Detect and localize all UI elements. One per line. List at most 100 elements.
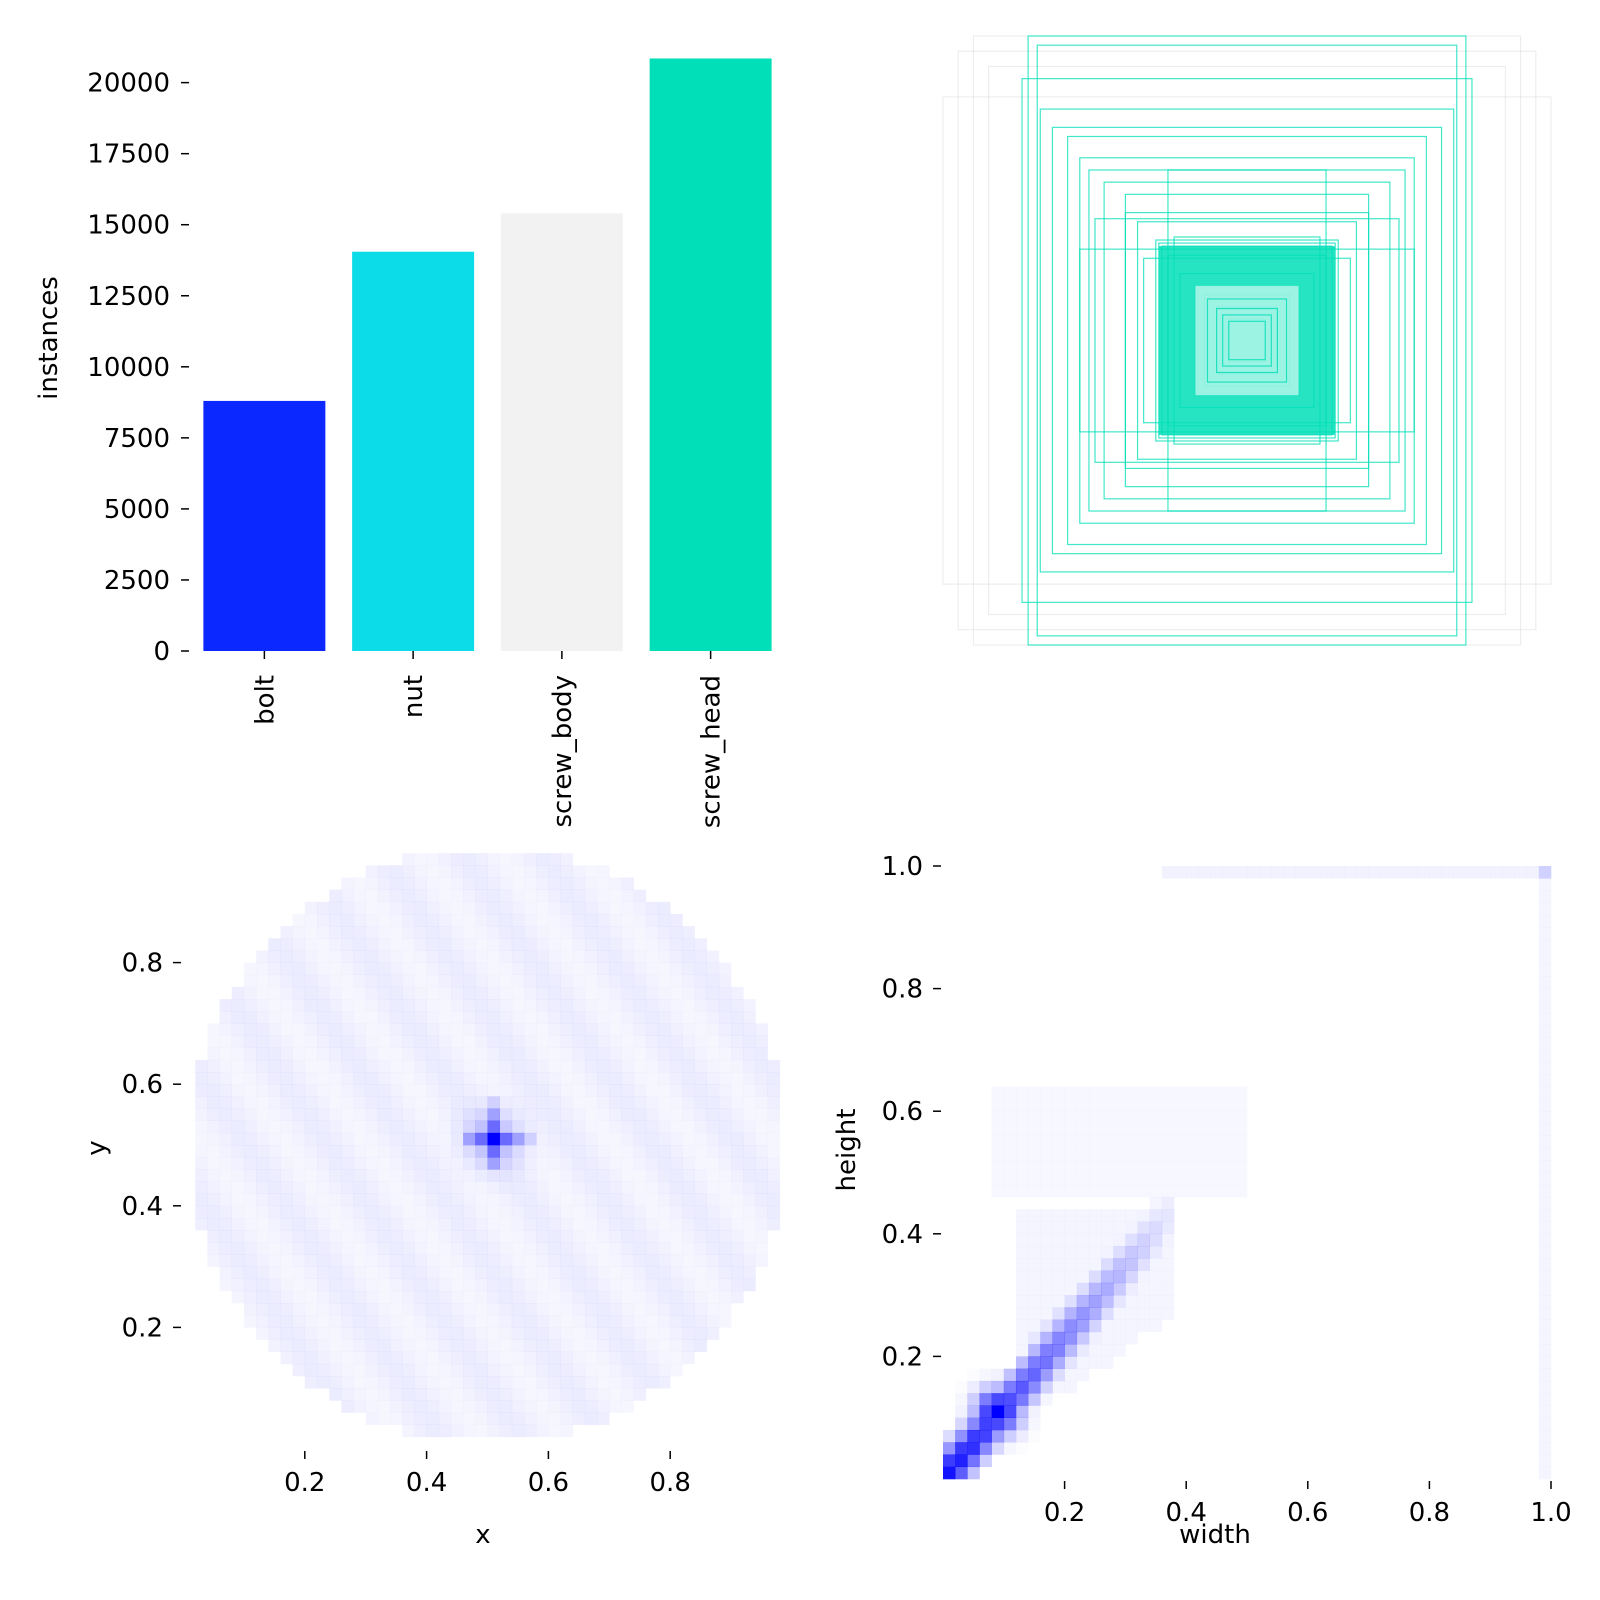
heatmap-cell bbox=[463, 1217, 476, 1231]
heatmap-cell bbox=[1101, 1148, 1113, 1161]
heatmap-cell bbox=[1137, 1319, 1151, 1333]
heatmap-cell bbox=[353, 901, 366, 915]
heatmap-cell bbox=[402, 1242, 415, 1255]
heatmap-cell bbox=[511, 1424, 525, 1438]
heatmap-cell bbox=[438, 986, 452, 1000]
heatmap-cell bbox=[1064, 1356, 1078, 1369]
heatmap-cell bbox=[1077, 1173, 1089, 1186]
heatmap-cell bbox=[341, 1205, 354, 1219]
heatmap-cell bbox=[548, 1278, 561, 1292]
label-box bbox=[1215, 307, 1278, 374]
heatmap-cell bbox=[377, 1132, 391, 1146]
heatmap-cell bbox=[992, 1099, 1004, 1112]
heatmap-cell bbox=[487, 1303, 500, 1316]
heatmap-cell bbox=[1052, 1270, 1065, 1284]
heatmap-cell bbox=[426, 1339, 440, 1353]
heatmap-cell bbox=[633, 986, 647, 1000]
heatmap-cell bbox=[584, 1120, 598, 1134]
heatmap-cell bbox=[305, 1291, 317, 1303]
heatmap-cell bbox=[293, 1291, 305, 1303]
heatmap-cell bbox=[219, 1059, 233, 1073]
heatmap-cell bbox=[195, 1059, 208, 1073]
heatmap-cell bbox=[682, 1084, 695, 1097]
heatmap-cell bbox=[1077, 1123, 1089, 1136]
heatmap-cell bbox=[1040, 1319, 1053, 1333]
heatmap-cell bbox=[992, 1173, 1004, 1186]
heatmap-cell bbox=[463, 1193, 476, 1207]
heatmap-cell bbox=[304, 1096, 318, 1109]
heatmap-cell bbox=[231, 1242, 245, 1255]
heatmap-cell bbox=[353, 986, 366, 1000]
heatmap-cell bbox=[731, 1206, 743, 1218]
heatmap-cell bbox=[341, 1035, 354, 1049]
heatmap-cell bbox=[621, 1230, 634, 1243]
heatmap-cell bbox=[232, 1181, 244, 1193]
heatmap-cell bbox=[584, 1266, 598, 1280]
heatmap-cell bbox=[1538, 1307, 1552, 1320]
heatmap-cell bbox=[499, 1047, 513, 1061]
heatmap-cell bbox=[329, 950, 342, 963]
heatmap-cell bbox=[1015, 1319, 1029, 1333]
heatmap-cell bbox=[353, 913, 366, 927]
heatmap-cell bbox=[584, 1193, 598, 1207]
heatmap-cell bbox=[450, 962, 464, 976]
heatmap-cell bbox=[597, 913, 610, 927]
heatmap-cell bbox=[670, 987, 682, 999]
heatmap-cell bbox=[402, 865, 415, 878]
heatmap-cell bbox=[609, 974, 622, 988]
heatmap-cell bbox=[365, 1047, 379, 1061]
heatmap-cell bbox=[524, 1242, 537, 1255]
heatmap-cell bbox=[511, 1400, 525, 1413]
heatmap-cell bbox=[658, 1315, 671, 1328]
heatmap-cell bbox=[341, 1109, 353, 1121]
heatmap-cell bbox=[377, 1181, 391, 1194]
heatmap-cell bbox=[1040, 1221, 1053, 1235]
heatmap-cell bbox=[1186, 1185, 1198, 1198]
heatmap-cell bbox=[1125, 1307, 1138, 1320]
heatmap-cell bbox=[511, 913, 525, 927]
heatmap-cell bbox=[463, 1084, 476, 1097]
heatmap-cell bbox=[207, 1205, 220, 1219]
heatmap-cell bbox=[1538, 1258, 1552, 1271]
heatmap-cell bbox=[584, 1278, 598, 1292]
x-axis-label: x bbox=[475, 1520, 490, 1550]
heatmap-cell bbox=[207, 1047, 220, 1061]
heatmap-cell bbox=[560, 1169, 574, 1182]
heatmap-cell bbox=[1538, 1184, 1552, 1198]
heatmap-cell bbox=[1198, 1185, 1210, 1198]
heatmap-cell bbox=[1016, 1442, 1028, 1455]
heatmap-cell bbox=[621, 1303, 634, 1316]
heatmap-cell bbox=[743, 1157, 756, 1170]
heatmap-cell bbox=[377, 865, 391, 878]
heatmap-cell bbox=[755, 1035, 768, 1049]
heatmap-cell bbox=[511, 1412, 525, 1425]
label-box-cluster-inner bbox=[1195, 285, 1299, 396]
heatmap-cell bbox=[633, 1108, 647, 1121]
heatmap-cell bbox=[560, 1157, 574, 1170]
heatmap-cell bbox=[390, 986, 403, 1000]
heatmap-cell bbox=[658, 938, 671, 951]
heatmap-cell bbox=[256, 1011, 269, 1024]
heatmap-cell bbox=[536, 1291, 548, 1303]
heatmap-cell bbox=[390, 1108, 403, 1121]
heatmap-cell bbox=[1113, 1270, 1126, 1284]
heatmap-cell bbox=[584, 889, 598, 903]
heatmap-cell bbox=[487, 1278, 500, 1292]
heatmap-cell bbox=[548, 962, 561, 976]
heatmap-cell bbox=[634, 1303, 646, 1315]
heatmap-cell bbox=[682, 1157, 695, 1170]
heatmap-cell bbox=[755, 1072, 768, 1085]
heatmap-cell bbox=[524, 938, 537, 951]
heatmap-cell bbox=[1016, 1123, 1028, 1136]
heatmap-cell bbox=[316, 1023, 330, 1036]
heatmap-cell bbox=[354, 1254, 366, 1266]
heatmap-cell bbox=[1149, 1319, 1163, 1333]
heatmap-cell bbox=[621, 962, 634, 976]
heatmap-cell bbox=[548, 1242, 561, 1255]
heatmap-cell bbox=[707, 1279, 719, 1291]
heatmap-cell bbox=[390, 1120, 403, 1134]
heatmap-cell bbox=[755, 1157, 768, 1170]
heatmap-cell bbox=[573, 1096, 585, 1108]
heatmap-cell bbox=[365, 962, 379, 976]
heatmap-cell bbox=[426, 1266, 440, 1280]
